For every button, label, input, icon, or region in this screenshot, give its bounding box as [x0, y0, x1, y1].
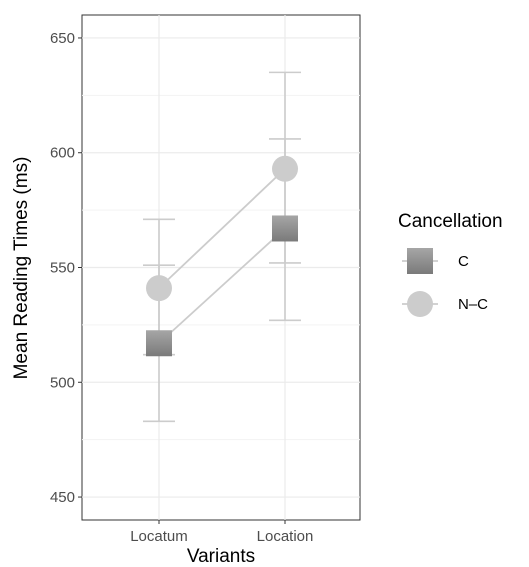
y-tick-label: 550 — [50, 260, 75, 277]
y-axis-title: Mean Reading Times (ms) — [11, 157, 32, 380]
x-axis-title: Variants — [187, 546, 255, 567]
y-axis: 450 500 550 600 650 — [50, 30, 82, 506]
series-c — [143, 138, 301, 423]
data-point-square — [146, 330, 172, 357]
legend-item: C — [402, 248, 469, 274]
x-axis: Locatum Location — [130, 520, 313, 545]
y-tick-label: 650 — [50, 30, 75, 47]
legend-item: N–C — [402, 291, 488, 317]
data-point-square — [272, 215, 298, 242]
legend-label: N–C — [458, 296, 488, 313]
x-tick-label: Locatum — [130, 528, 188, 545]
legend-key-circle — [407, 291, 433, 317]
x-tick-label: Location — [257, 528, 314, 545]
legend-key-square — [407, 248, 433, 274]
y-tick-label: 600 — [50, 145, 75, 162]
legend-items: C N–C — [402, 248, 488, 317]
y-tick-label: 500 — [50, 374, 75, 391]
series-line — [158, 168, 286, 289]
legend-label: C — [458, 253, 469, 270]
y-tick-label: 450 — [50, 489, 75, 506]
series-line — [158, 227, 286, 344]
legend: Cancellation C N–C — [398, 211, 503, 317]
series-layer — [143, 71, 301, 423]
legend-title: Cancellation — [398, 211, 503, 232]
